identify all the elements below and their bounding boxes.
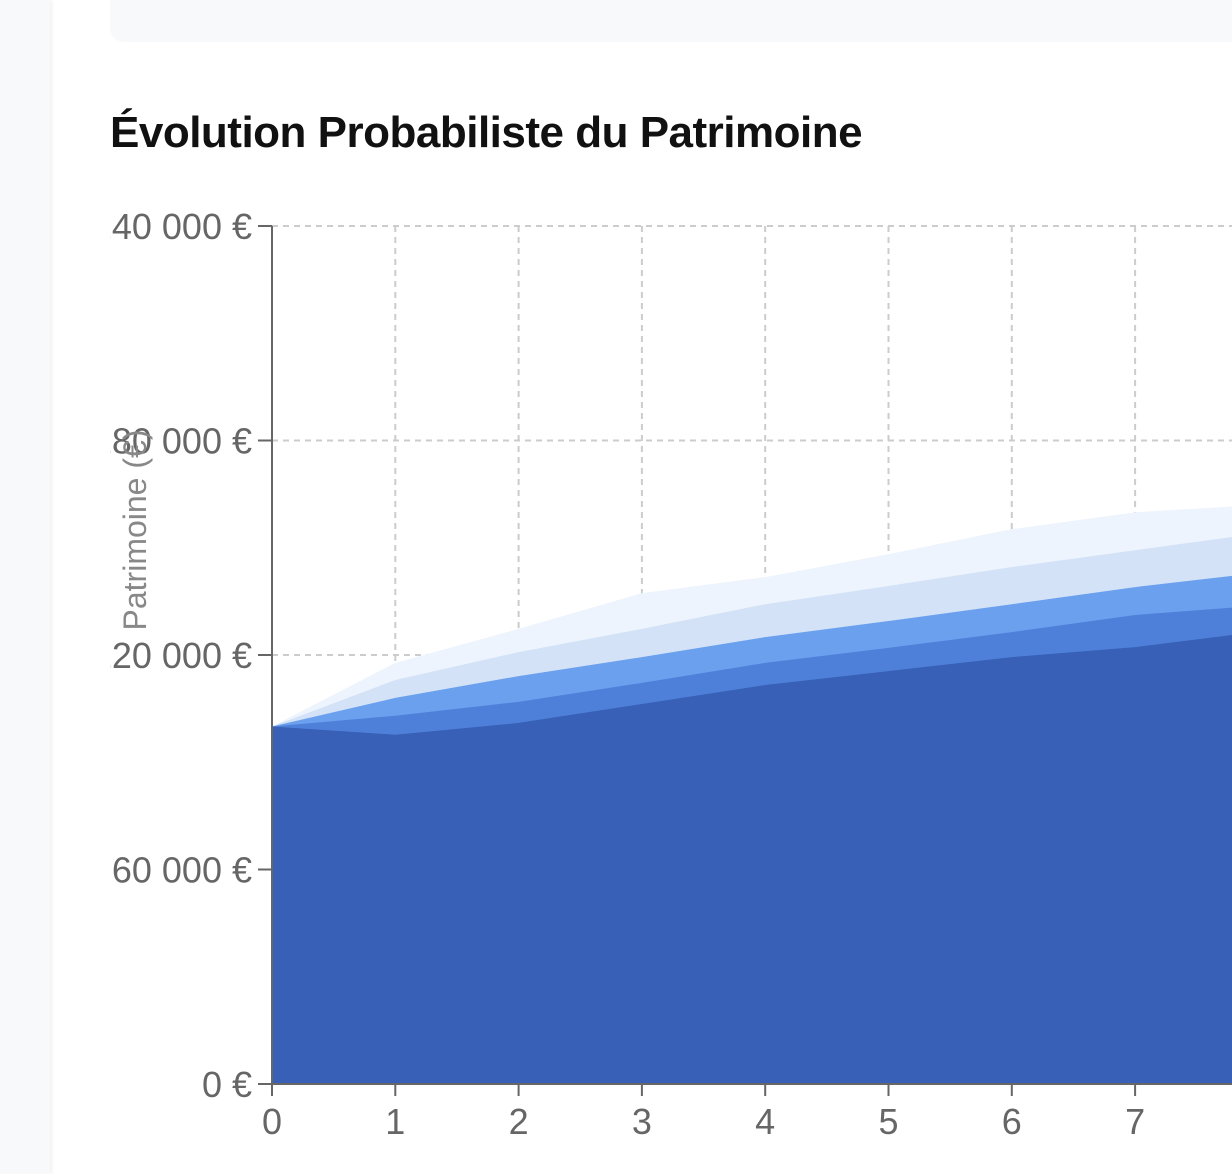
y-tick-label: 120 000 € <box>92 635 252 676</box>
y-tick-label: 240 000 € <box>92 206 252 247</box>
y-tick-label: 180 000 € <box>92 421 252 462</box>
plot: 0 € 60 000 € 120 000 € 180 000 € 240 000 € 0 1… <box>92 206 1232 1142</box>
sidebar <box>0 0 50 1174</box>
y-tick-label: 0 € <box>202 1064 252 1105</box>
x-tick-label: 5 <box>878 1101 898 1142</box>
x-tick-label: 0 <box>262 1101 282 1142</box>
panel <box>110 0 1232 42</box>
chart-title: Évolution Probabiliste du Patrimoine <box>110 108 863 157</box>
y-tick-label: 60 000 € <box>112 850 252 891</box>
x-tick-label: 3 <box>632 1101 652 1142</box>
x-tick-label: 4 <box>755 1101 775 1142</box>
x-tick-label: 2 <box>509 1101 529 1142</box>
area <box>272 635 1232 1084</box>
y-axis-label: Patrimoine (€) <box>117 430 153 631</box>
x-tick-label: 6 <box>1002 1101 1022 1142</box>
x-tick-label: 7 <box>1125 1101 1145 1142</box>
x-tick-label: 1 <box>385 1101 405 1142</box>
